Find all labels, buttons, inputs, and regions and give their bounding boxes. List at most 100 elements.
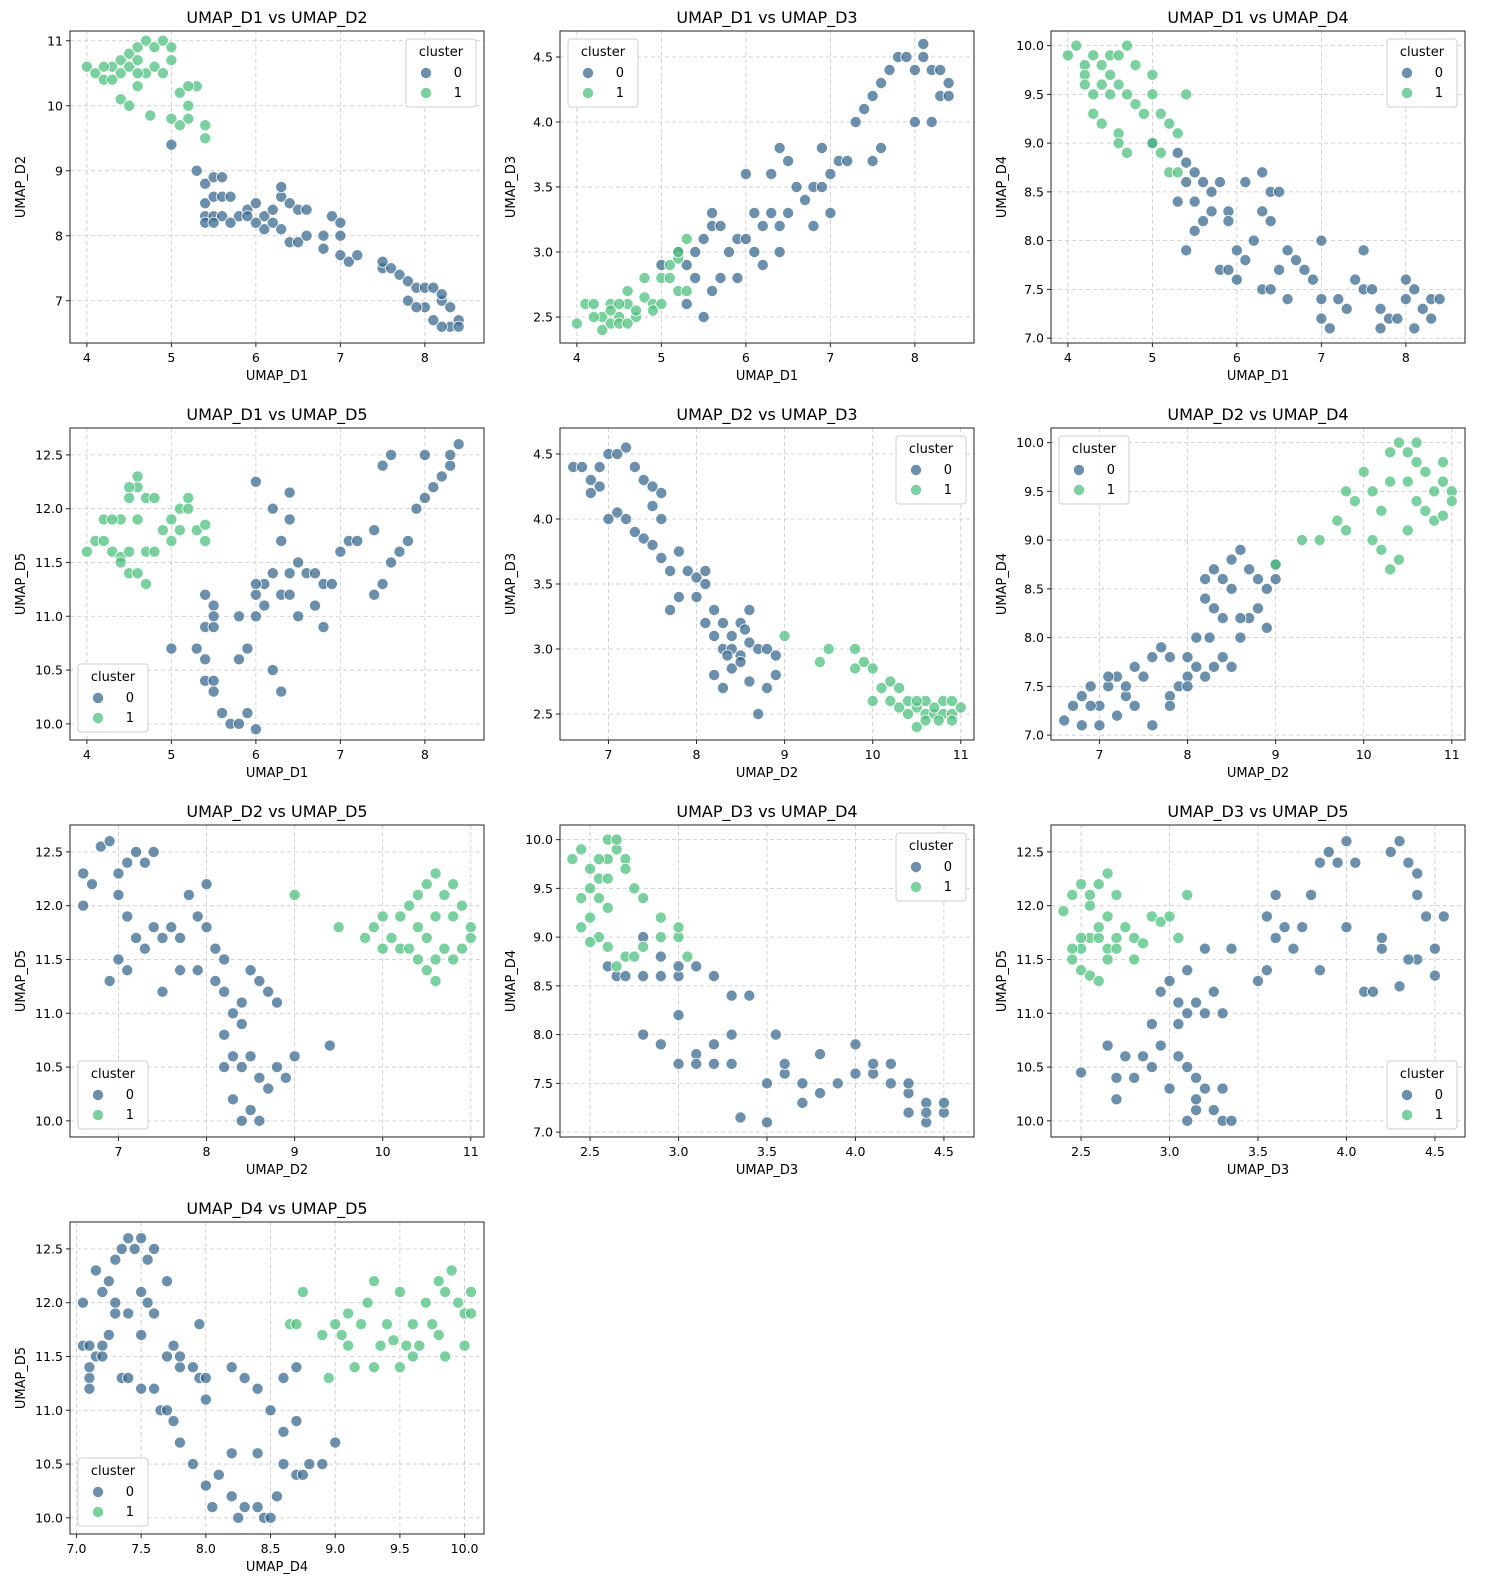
data-point-cluster-0 [1181, 1007, 1194, 1020]
data-point-cluster-0 [664, 604, 677, 617]
data-point-cluster-0 [224, 216, 237, 229]
data-point-cluster-0 [743, 636, 756, 649]
data-point-cluster-0 [1188, 224, 1201, 237]
x-axis-label: UMAP_D4 [246, 1560, 308, 1575]
data-point-cluster-0 [279, 1071, 292, 1084]
data-point-cluster-0 [207, 610, 220, 623]
data-point-cluster-0 [1234, 612, 1247, 625]
data-point-cluster-0 [743, 604, 756, 617]
legend-label-cluster-0: 0 [126, 1088, 134, 1103]
data-point-cluster-1 [413, 1339, 426, 1352]
data-point-cluster-0 [1128, 699, 1141, 712]
data-point-cluster-0 [103, 835, 116, 848]
data-point-cluster-1 [439, 1350, 452, 1363]
data-point-cluster-1 [638, 291, 651, 304]
data-point-cluster-1 [1078, 78, 1091, 91]
data-point-cluster-0 [1313, 964, 1326, 977]
data-point-cluster-0 [1402, 953, 1415, 966]
data-point-cluster-0 [329, 1436, 342, 1449]
legend-marker-cluster-0 [419, 67, 432, 80]
data-point-cluster-0 [94, 840, 107, 853]
data-point-cluster-1 [945, 714, 958, 727]
data-point-cluster-0 [1278, 921, 1291, 934]
data-point-cluster-1 [1119, 921, 1132, 934]
data-point-cluster-0 [725, 662, 738, 675]
data-point-cluster-1 [165, 54, 178, 67]
data-point-cluster-0 [300, 229, 313, 242]
data-point-cluster-0 [270, 1490, 283, 1503]
data-point-cluster-1 [1101, 953, 1114, 966]
data-point-cluster-0 [1225, 1114, 1238, 1127]
data-point-cluster-0 [122, 1232, 135, 1245]
data-point-cluster-0 [376, 459, 389, 472]
y-axis-label: UMAP_D3 [504, 553, 519, 615]
data-point-cluster-0 [112, 867, 125, 880]
data-point-cluster-0 [109, 1253, 122, 1266]
data-point-cluster-1 [1087, 49, 1100, 62]
data-point-cluster-1 [131, 67, 144, 80]
data-point-cluster-0 [765, 206, 778, 219]
data-point-cluster-1 [368, 1275, 381, 1288]
data-point-cluster-0 [1234, 543, 1247, 556]
data-point-cluster-1 [80, 545, 93, 558]
data-point-cluster-0 [249, 475, 262, 488]
data-point-cluster-1 [359, 931, 372, 944]
data-point-cluster-0 [1199, 670, 1212, 683]
y-tick-label: 9.0 [1024, 533, 1044, 548]
data-point-cluster-1 [1181, 888, 1194, 901]
legend-label-cluster-0: 0 [1107, 463, 1115, 478]
x-tick-label: 8 [911, 350, 919, 365]
data-point-cluster-1 [1154, 146, 1167, 159]
plot-title: UMAP_D4 vs UMAP_D5 [186, 1199, 367, 1219]
data-point-cluster-1 [1121, 88, 1134, 101]
data-point-cluster-1 [1384, 446, 1397, 459]
data-point-cluster-0 [283, 513, 296, 526]
x-tick-label: 10 [375, 1144, 391, 1159]
data-point-cluster-1 [681, 950, 694, 963]
scatter-plot-4: 4 5 6 7 8 10.0 10.5 11.0 11.5 12.0 12.5 UMAP_D1 vs … [14, 405, 485, 781]
data-point-cluster-0 [1349, 856, 1362, 869]
y-axis-label: UMAP_D4 [995, 156, 1010, 218]
data-point-cluster-0 [174, 931, 187, 944]
x-tick-label: 4 [83, 350, 91, 365]
legend-title: cluster [581, 45, 626, 60]
scatter-plot-2: 4 5 6 7 8 2.5 3.0 3.5 4.0 4.5 UMAP_D1 vs UMAP_D3 UM… [504, 8, 975, 384]
data-point-cluster-0 [206, 1501, 219, 1514]
y-tick-label: 8.0 [1024, 630, 1044, 645]
data-point-cluster-0 [1119, 680, 1132, 693]
data-point-cluster-1 [438, 942, 451, 955]
data-point-cluster-1 [439, 1285, 452, 1298]
data-point-cluster-0 [290, 1361, 303, 1374]
data-point-cluster-0 [1230, 244, 1243, 257]
data-point-cluster-0 [112, 888, 125, 901]
plot-title: UMAP_D2 vs UMAP_D5 [186, 802, 367, 822]
data-point-cluster-1 [316, 1328, 329, 1341]
data-point-cluster-0 [161, 1275, 174, 1288]
data-point-cluster-0 [283, 197, 296, 210]
data-point-cluster-0 [275, 180, 288, 193]
plot-title: UMAP_D3 vs UMAP_D4 [676, 802, 857, 822]
y-tick-label: 8 [55, 228, 63, 243]
data-point-cluster-0 [849, 116, 862, 129]
data-point-cluster-1 [1392, 436, 1405, 449]
data-point-cluster-1 [106, 73, 119, 86]
data-point-cluster-1 [1428, 485, 1441, 498]
data-point-cluster-0 [773, 245, 786, 258]
legend-marker-cluster-1 [582, 87, 595, 100]
data-point-cluster-0 [224, 190, 237, 203]
data-point-cluster-0 [300, 203, 313, 216]
data-point-cluster-0 [875, 77, 888, 90]
data-point-cluster-0 [773, 141, 786, 154]
data-point-cluster-1 [131, 470, 144, 483]
data-point-cluster-0 [270, 1061, 283, 1074]
data-point-cluster-0 [235, 996, 248, 1009]
data-point-cluster-0 [316, 1458, 329, 1471]
data-point-cluster-1 [374, 1339, 387, 1352]
data-point-cluster-0 [141, 1296, 154, 1309]
data-point-cluster-0 [1119, 1050, 1132, 1063]
data-point-cluster-0 [199, 177, 212, 190]
data-point-cluster-0 [207, 599, 220, 612]
data-point-cluster-1 [367, 921, 380, 934]
data-point-cluster-0 [1207, 985, 1220, 998]
data-point-cluster-0 [1239, 254, 1252, 267]
